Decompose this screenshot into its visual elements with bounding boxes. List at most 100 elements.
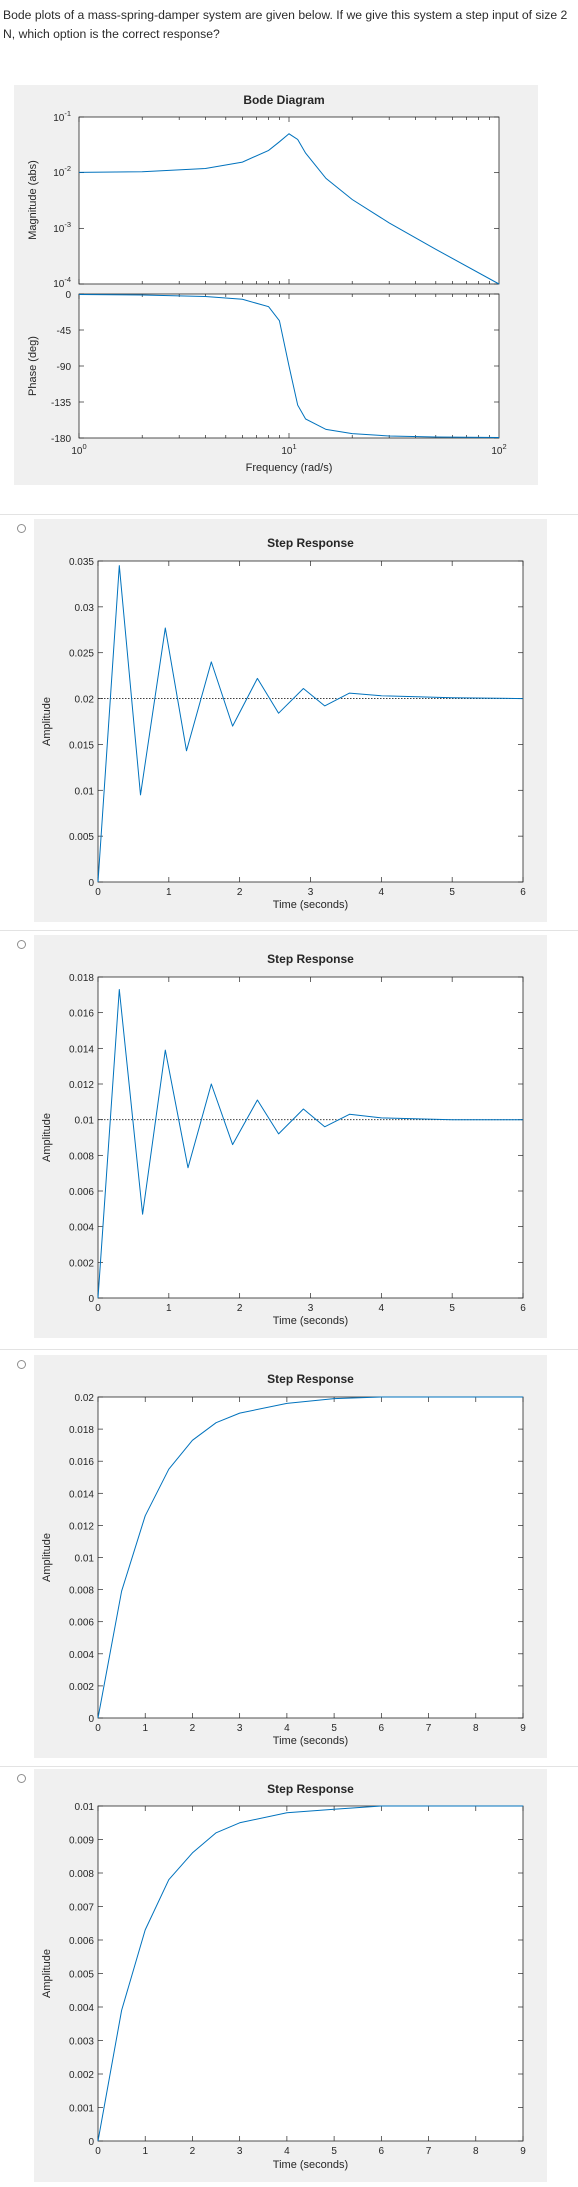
y-tick-label: 0.004: [69, 1650, 94, 1661]
option-1-figure[interactable]: Step Response Time (seconds) Amplitude 0 0.0…: [34, 519, 547, 922]
x-tick-label: 2: [237, 887, 243, 898]
y-tick-label: 0.006: [69, 1187, 94, 1198]
x-tick-label: 6: [379, 2146, 385, 2157]
x-tick-label: 4: [379, 887, 385, 898]
option-2-step-response-plot: Step Response Time (seconds) Amplitude 0 0.0…: [41, 952, 526, 1327]
y-tick-label: 0: [88, 1294, 94, 1305]
option-4-step-response-plot: Step Response Time (seconds) Amplitude 0 0.0…: [41, 1782, 526, 2171]
step-response-title: Step Response: [267, 1372, 354, 1386]
y-axis-label: Amplitude: [41, 1113, 53, 1162]
option-2-radio[interactable]: [17, 940, 26, 949]
y-tick-label: 0.035: [69, 557, 94, 568]
option-1-radio[interactable]: [17, 524, 26, 533]
y-tick-label: 0.012: [69, 1080, 94, 1091]
bode-title: Bode Diagram: [243, 93, 324, 107]
x-tick-label: 5: [331, 2146, 337, 2157]
x-tick-label: 7: [426, 2146, 432, 2157]
option-2-figure[interactable]: Step Response Time (seconds) Amplitude 0 0.0…: [34, 935, 547, 1338]
y-tick-label: 0.018: [69, 973, 94, 984]
y-tick-label: 0.004: [69, 1223, 94, 1234]
x-tick-label: 1: [142, 2146, 148, 2157]
freq-tick-label: 102: [491, 442, 506, 457]
y-tick-label: 0.009: [69, 1836, 94, 1847]
magnitude-tick-labels: 10-1 10-2 10-3 10-4: [53, 109, 71, 290]
separator: [0, 514, 578, 515]
x-tick-label: 8: [473, 2146, 479, 2157]
mag-tick-label: 10-4: [53, 275, 71, 290]
y-tick-label: 0.002: [69, 2070, 94, 2081]
freq-tick-label: 101: [281, 442, 296, 457]
plot-axes: [97, 1805, 524, 2142]
y-tick-label: 0.01: [75, 1116, 95, 1127]
y-tick-label: 0: [88, 878, 94, 889]
x-axis-label: Time (seconds): [273, 1315, 348, 1327]
y-tick-label: 0.005: [69, 832, 94, 843]
x-tick-label: 7: [426, 1723, 432, 1734]
x-axis-label: Time (seconds): [273, 899, 348, 911]
y-tick-label: 0.005: [69, 1970, 94, 1981]
phase-tick-label: 0: [65, 290, 71, 301]
x-tick-label: 6: [520, 1303, 526, 1314]
option-4-figure[interactable]: Step Response Time (seconds) Amplitude 0 0.0…: [34, 1769, 547, 2182]
y-tick-label: 0.006: [69, 1618, 94, 1629]
y-tick-label: 0.016: [69, 1009, 94, 1020]
x-tick-label: 2: [190, 2146, 196, 2157]
phase-tick-label: -90: [57, 362, 72, 373]
y-tick-label: 0.006: [69, 1936, 94, 1947]
x-tick-label: 4: [284, 1723, 290, 1734]
step-response-title: Step Response: [267, 952, 354, 966]
x-tick-label: 2: [237, 1303, 243, 1314]
x-tick-label: 3: [237, 2146, 243, 2157]
y-tick-label: 0.003: [69, 2037, 94, 2048]
y-tick-label: 0.01: [75, 786, 95, 797]
x-tick-label: 3: [308, 887, 314, 898]
y-axis-label: Amplitude: [41, 697, 53, 746]
x-tick-label: 5: [449, 887, 455, 898]
mag-tick-label: 10-2: [53, 164, 71, 179]
y-axis-label: Amplitude: [41, 1533, 53, 1582]
step-response-title: Step Response: [267, 1782, 354, 1796]
y-tick-label: 0.014: [69, 1044, 94, 1055]
option-1-step-response-plot: Step Response Time (seconds) Amplitude 0 0.0…: [41, 536, 526, 911]
y-tick-label: 0.014: [69, 1489, 94, 1500]
y-tick-label: 0.008: [69, 1586, 94, 1597]
plot-axes: [97, 560, 524, 883]
step-response-curve: [97, 989, 523, 1299]
y-tick-label: 0.012: [69, 1521, 94, 1532]
x-tick-label: 4: [379, 1303, 385, 1314]
y-tick-label: 0.025: [69, 649, 94, 660]
y-axis-label: Amplitude: [41, 1949, 53, 1998]
x-tick-label: 0: [95, 1723, 101, 1734]
y-tick-label: 0.016: [69, 1457, 94, 1468]
bode-diagram: Bode Diagram 10-1 10-2 10-3 10-4 0 -45 -…: [27, 93, 507, 474]
y-tick-label: 0.01: [75, 1802, 95, 1813]
bode-figure: Bode Diagram 10-1 10-2 10-3 10-4 0 -45 -…: [14, 85, 538, 485]
y-tick-label: 0.008: [69, 1869, 94, 1880]
separator: [0, 930, 578, 931]
step-response-curve: [97, 1805, 523, 2142]
frequency-tick-labels: 100 101 102: [71, 442, 506, 457]
x-tick-label: 4: [284, 2146, 290, 2157]
x-tick-label: 6: [379, 1723, 385, 1734]
y-tick-label: 0.02: [75, 695, 95, 706]
y-tick-label: 0.018: [69, 1425, 94, 1436]
freq-tick-label: 100: [71, 442, 86, 457]
option-3-figure[interactable]: Step Response Time (seconds) Amplitude 0 0.0…: [34, 1355, 547, 1758]
x-tick-label: 2: [190, 1723, 196, 1734]
frequency-axis-label: Frequency (rad/s): [246, 462, 333, 474]
phase-tick-label: -45: [57, 326, 72, 337]
phase-curve: [78, 294, 500, 438]
x-tick-label: 0: [95, 2146, 101, 2157]
y-tick-label: 0.007: [69, 1903, 94, 1914]
option-3-radio[interactable]: [17, 1360, 26, 1369]
plot-axes: [97, 976, 524, 1299]
x-axis-label: Time (seconds): [273, 2159, 348, 2171]
phase-tick-label: -135: [51, 398, 71, 409]
option-4-radio[interactable]: [17, 1774, 26, 1783]
question-text: Bode plots of a mass-spring-damper syste…: [3, 8, 568, 41]
y-tick-label: 0.002: [69, 1258, 94, 1269]
mag-tick-label: 10-1: [53, 109, 71, 124]
mag-tick-label: 10-3: [53, 220, 71, 235]
x-tick-label: 5: [449, 1303, 455, 1314]
x-tick-label: 9: [520, 1723, 526, 1734]
